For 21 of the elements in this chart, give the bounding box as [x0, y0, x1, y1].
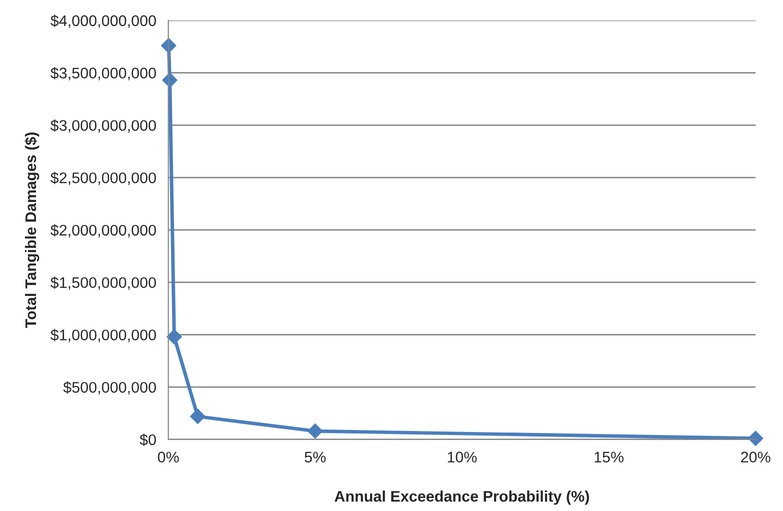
- y-tick-label: $0: [140, 434, 156, 446]
- y-tick-label: $3,500,000,000: [50, 67, 156, 80]
- y-tick-label: $1,500,000,000: [50, 276, 156, 290]
- x-tick-label: 0%: [158, 452, 179, 462]
- x-tick-label: 20%: [741, 452, 770, 462]
- x-tick-label: 5%: [304, 452, 326, 462]
- point: [162, 72, 178, 88]
- y-tick-label: $2,500,000,000: [50, 172, 156, 186]
- y-axis-title: Total Tangible Damages ($): [24, 132, 40, 328]
- point: [190, 408, 206, 424]
- point: [307, 423, 324, 439]
- x-tick-label: 10%: [448, 452, 477, 462]
- y-tick-label: $3,000,000,000: [50, 119, 156, 133]
- x-axis-title: Annual Exceedance Probability (%): [334, 490, 589, 505]
- point: [748, 430, 764, 446]
- y-tick-label: $4,000,000,000: [50, 14, 156, 28]
- point: [166, 328, 182, 345]
- y-tick-label: $500,000,000: [63, 381, 156, 395]
- y-tick-label: $2,000,000,000: [50, 224, 156, 238]
- x-tick-label: 15%: [594, 452, 624, 462]
- y-tick-label: $1,000,000,000: [50, 328, 156, 342]
